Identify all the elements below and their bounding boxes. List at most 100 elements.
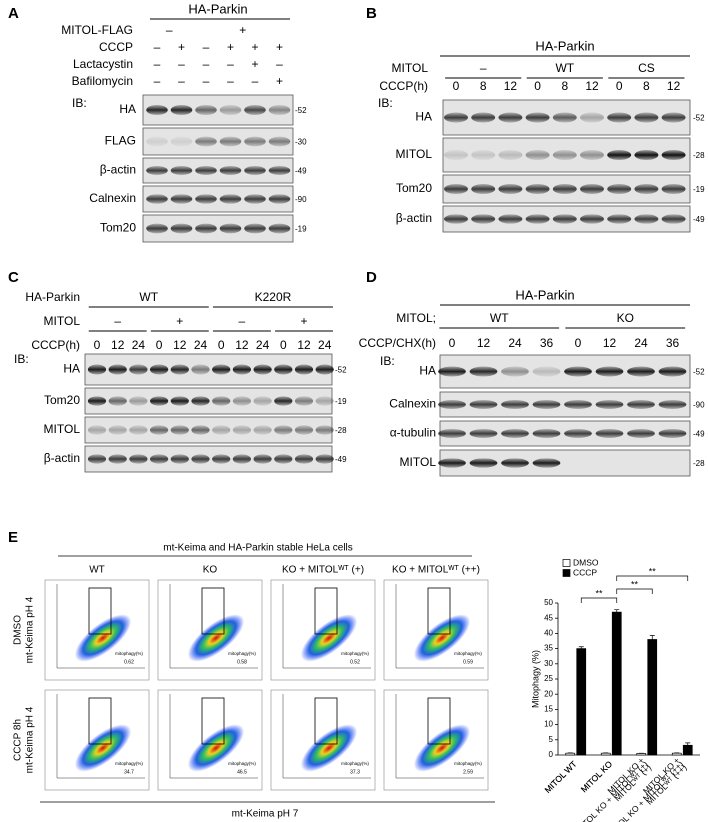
gate-label: mitophagy(%) xyxy=(454,761,482,766)
band xyxy=(471,184,496,194)
blot xyxy=(142,94,294,126)
band xyxy=(268,136,291,147)
band xyxy=(146,223,168,234)
flow-gate xyxy=(201,697,225,745)
band xyxy=(607,112,632,123)
band xyxy=(532,429,561,438)
band xyxy=(146,194,168,204)
bar xyxy=(647,639,658,756)
blot-label: MITOL xyxy=(44,422,81,436)
band xyxy=(87,364,107,375)
band xyxy=(232,425,252,435)
bar xyxy=(636,753,647,756)
band xyxy=(212,396,231,406)
row-label: mt-Keima pH 4 xyxy=(25,706,36,773)
lane-label: – xyxy=(178,74,185,88)
mw-label: -49 xyxy=(335,455,347,464)
lane-label: – xyxy=(227,57,234,71)
ib-label: IB: xyxy=(72,96,87,110)
header: HA-Parkin xyxy=(535,38,594,53)
gate-value: 2.59 xyxy=(463,769,473,775)
band xyxy=(658,429,687,438)
flow-gate xyxy=(427,697,451,745)
band xyxy=(444,150,468,160)
band xyxy=(634,150,659,160)
bar xyxy=(671,752,682,756)
group-label: – xyxy=(114,314,121,328)
band xyxy=(274,364,293,375)
blot-label: HA xyxy=(419,364,436,378)
legend-swatch xyxy=(562,569,571,577)
header: HA-Parkin xyxy=(188,1,247,16)
lane-label: 12 xyxy=(297,338,311,352)
flow-gate xyxy=(201,587,225,635)
band xyxy=(274,396,293,406)
band xyxy=(195,194,217,204)
flow-gate xyxy=(427,587,451,635)
lane-label: 12 xyxy=(504,79,518,93)
band xyxy=(191,364,210,375)
lane-label: – xyxy=(203,57,210,71)
blot-label: Tom20 xyxy=(100,221,136,235)
group-label: + xyxy=(176,314,183,328)
blot xyxy=(142,157,294,184)
band xyxy=(552,214,577,224)
lane-label: + xyxy=(251,57,258,71)
flow-gate xyxy=(314,587,338,635)
condition-name: Bafilomycin xyxy=(72,74,133,88)
lane-label: – xyxy=(252,74,259,88)
band xyxy=(471,150,496,160)
band xyxy=(219,166,242,175)
band xyxy=(469,458,498,468)
sig-label: ** xyxy=(595,588,603,598)
group-label: CS xyxy=(638,61,655,75)
band xyxy=(253,364,272,375)
condition-name: MITOL xyxy=(44,314,81,328)
band xyxy=(444,112,468,123)
condition-name: MITOL; xyxy=(396,311,436,325)
gate-value: 46.5 xyxy=(237,769,247,775)
band xyxy=(595,400,624,409)
y-axis-label: Mitophagy (%) xyxy=(530,650,540,708)
flow-scatter xyxy=(74,614,132,662)
mw-label: -28 xyxy=(693,151,705,160)
gate-value: 34.7 xyxy=(124,769,134,775)
lane-label: 36 xyxy=(540,336,554,350)
band xyxy=(607,184,632,194)
band xyxy=(661,214,686,224)
band xyxy=(564,366,592,377)
lane-label: – xyxy=(276,57,283,71)
y-tick-label: 15 xyxy=(544,705,553,714)
band xyxy=(129,364,148,375)
ib-label: IB: xyxy=(378,96,393,110)
lane-label: 0 xyxy=(449,336,456,350)
mw-label: -49 xyxy=(693,430,705,439)
blot-label: HA xyxy=(63,362,80,376)
condition-name: CCCP(h) xyxy=(379,79,428,93)
band xyxy=(501,429,529,438)
flow-scatter xyxy=(413,724,471,772)
blot-label: Calnexin xyxy=(89,191,136,205)
lane-label: 24 xyxy=(194,338,208,352)
mw-label: -30 xyxy=(295,138,307,147)
band xyxy=(274,425,293,435)
band xyxy=(129,396,148,406)
lane-label: 0 xyxy=(575,336,582,350)
lane-label: 8 xyxy=(643,79,650,93)
lane-label: 12 xyxy=(603,336,617,350)
mw-label: -49 xyxy=(693,215,705,224)
band xyxy=(232,454,252,464)
flow-scatter xyxy=(187,614,245,662)
band xyxy=(580,112,604,123)
band xyxy=(315,425,334,435)
sig-bracket xyxy=(616,575,689,581)
blot-label: FLAG xyxy=(105,134,136,148)
y-tick-label: 40 xyxy=(544,629,553,638)
panel-label: A xyxy=(8,5,19,22)
band xyxy=(149,396,169,406)
band xyxy=(444,184,468,194)
band xyxy=(244,194,266,204)
y-tick-label: 20 xyxy=(544,689,553,698)
band xyxy=(438,458,466,468)
band xyxy=(661,112,686,123)
